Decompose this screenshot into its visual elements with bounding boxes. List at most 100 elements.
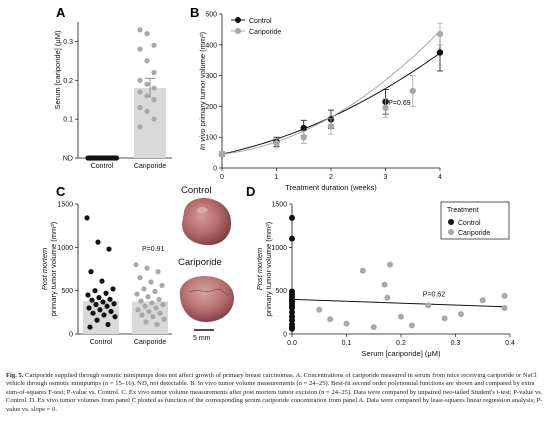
photo-label-cariporide: Cariporide: [178, 257, 222, 268]
panel-c-point-control: [104, 303, 110, 309]
panel-d-point-cariporide: [457, 311, 464, 318]
panel-d-point-cariporide: [316, 306, 323, 313]
panel-b-plot: 0 100 200 300 400 500 0 1 2 3 4 Control Cariporide P=…: [198, 12, 444, 192]
panel-c-point-control: [112, 314, 118, 320]
panel-d-y-title-line2: primary tumor volume (mm³): [264, 221, 273, 316]
panel-b-y-tick-label: 300: [205, 73, 217, 80]
panel-a-x-tick-label: Control: [91, 163, 114, 170]
panel-c-point-control: [90, 310, 96, 316]
panel-d-point-cariporide: [387, 261, 394, 268]
panel-a-point-cariporide: [144, 81, 150, 87]
panel-c-point-cariporide: [159, 282, 165, 289]
panel-b-legend-label-cariporide: Cariporide: [249, 29, 281, 36]
photo-label-control: Control: [181, 185, 212, 196]
panel-a-point-cariporide: [137, 124, 143, 130]
panel-d-point-control: [289, 325, 295, 332]
panel-b-legend-label-control: Control: [249, 18, 272, 25]
panel-d-point-cariporide: [359, 267, 366, 274]
panel-c-point-cariporide: [142, 303, 148, 309]
panel-b-x-tick-label: 3: [384, 174, 388, 181]
panel-d-plot: 0 500 1000 1500 0.0 0.1 0.2 0.3 0.4 P=0.62 Treatme…: [255, 202, 515, 359]
panel-d-point-control: [289, 214, 295, 221]
panel-c-point-control: [103, 290, 109, 296]
panel-c: C 0 500 1000 1500 Control Cariporide P=0.91 Pos…: [40, 184, 172, 346]
panel-c-point-control: [84, 215, 90, 221]
panel-d-x-tick-label: 0.0: [287, 340, 297, 347]
panel-a-plot: ND 0.1 0.2 0.3 Control Cariporide Serum [carip…: [53, 22, 172, 170]
panel-d-point-cariporide: [381, 281, 388, 288]
panel-a-bar-cariporide: [134, 88, 166, 158]
panel-c-point-control: [95, 239, 101, 245]
panel-b-legend-marker-control: [235, 17, 241, 23]
panel-c-x-tick-label: Control: [90, 339, 113, 346]
panel-d-point-control: [289, 305, 295, 311]
tumor-photos: Control Cariporide 5 mm: [178, 185, 234, 342]
control-tumor-image: [182, 198, 232, 246]
panel-c-point-cariporide: [139, 312, 145, 318]
panel-b-legend: Control Cariporide: [231, 17, 281, 36]
panel-b-point-cariporide: [436, 30, 444, 38]
panel-b-y-tick-label: 100: [205, 135, 217, 142]
panel-a-point-cariporide: [151, 85, 157, 91]
panel-c-point-cariporide: [143, 319, 149, 325]
panel-a-point-cariporide: [144, 58, 150, 64]
panel-d-y-tick-label: 1500: [271, 202, 287, 209]
panel-c-x-tick-label: Cariporide: [134, 339, 166, 346]
panel-a-point-cariporide: [137, 77, 143, 83]
panel-a-y-tick-label: 0.3: [63, 39, 73, 46]
panel-c-y-tick-label: 1000: [57, 245, 73, 252]
panel-d-point-control: [289, 309, 295, 316]
figure-caption: Fig. 5. Cariporide supplied through osmo…: [6, 372, 548, 414]
panel-c-point-cariporide: [154, 321, 160, 328]
panel-c-point-control: [96, 295, 102, 301]
panel-d-legend-title: Treatment: [447, 207, 479, 214]
panel-a-point-cariporide: [137, 89, 143, 95]
panel-c-point-control: [105, 321, 111, 328]
panel-a-point-cariporide: [151, 97, 157, 103]
panel-c-point-control: [107, 296, 113, 302]
panel-c-point-control: [94, 317, 100, 323]
panel-b-point-control: [436, 49, 444, 56]
panel-c-point-cariporide: [141, 286, 147, 292]
panel-b-y-tick-label: 400: [205, 42, 217, 49]
panel-d-point-cariporide: [501, 292, 508, 299]
panel-c-point-control: [88, 269, 94, 275]
panel-d-legend-label-control: Control: [458, 220, 481, 227]
panel-b-x-tick-label: 0: [220, 174, 224, 181]
panel-d-point-control: [289, 317, 295, 324]
panel-d-regression-line: [291, 298, 505, 308]
panel-c-y-tick-label: 0: [69, 332, 73, 339]
panel-d-legend-label-cariporide: Cariporide: [458, 230, 490, 237]
panel-a-y-tick-label: 0.2: [63, 78, 73, 85]
panel-c-point-control: [106, 246, 112, 252]
panel-b-x-tick-label: 4: [438, 174, 442, 181]
panel-d-point-cariporide: [441, 315, 448, 322]
panel-d-point-cariporide: [384, 294, 391, 301]
panel-b-y-tick-label: 500: [205, 12, 217, 19]
panel-a-y-tick-label: 0.1: [63, 117, 73, 124]
caption-figure-label: Fig. 5.: [6, 372, 24, 379]
panel-c-point-cariporide: [152, 288, 158, 295]
control-tumor-highlight: [196, 207, 208, 214]
panel-d-point-cariporide: [343, 320, 350, 327]
panel-b-point-cariporide: [409, 87, 416, 95]
panel-b-x-tick-label: 1: [275, 174, 279, 181]
panel-c-point-cariporide: [150, 314, 156, 320]
panel-c-y-tick-label: 1500: [57, 202, 73, 209]
panel-d: D 0 500 1000 1500 0.0 0.1 0.2 0.3 0.4 P=0.62 Treat…: [246, 184, 515, 358]
panel-c-point-cariporide: [160, 301, 166, 308]
panel-c-y-tick-label: 500: [61, 288, 73, 295]
panel-b-x-tick-label: 2: [329, 174, 333, 181]
panel-c-point-control: [87, 324, 93, 330]
panel-c-point-control: [108, 308, 114, 315]
panel-d-point-cariporide: [398, 313, 404, 320]
panel-a-point-cariporide: [151, 42, 157, 48]
cariporide-tumor-image: [179, 276, 234, 322]
panel-c-point-control: [100, 299, 106, 305]
panel-d-point-cariporide: [425, 302, 432, 309]
panel-b-p-value: P=0.69: [388, 100, 410, 107]
panel-c-point-cariporide: [155, 269, 161, 275]
panel-a-point-cariporide: [144, 93, 150, 99]
figure-panels: A ND 0.1 0.2 0.3 Control Cariporide Serum [car…: [40, 5, 515, 358]
panel-d-point-control: [289, 235, 295, 242]
